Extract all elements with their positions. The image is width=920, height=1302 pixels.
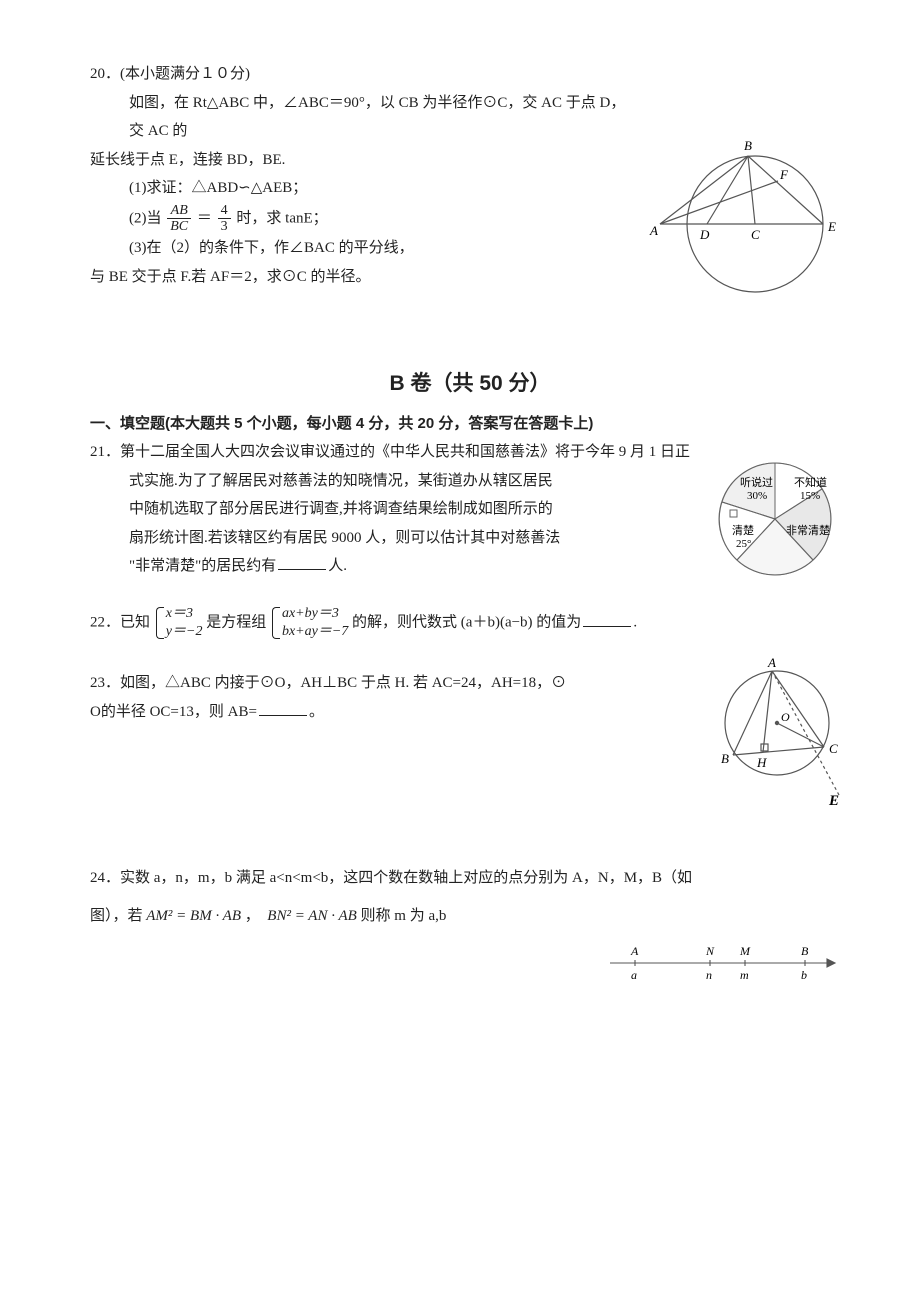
question-21: 听说过 30% 不知道 15% 非常清楚 清楚 25° 21．第十二届全国人大四…: [90, 438, 850, 595]
q20-points: (本小题满分１０分): [120, 66, 250, 82]
q20-intro-1: 如图，在 Rt△ABC 中，∠ABC＝90°，以 CB 为半径作⊙C，交 AC …: [129, 95, 625, 140]
q23-line2-suf: 。: [309, 704, 324, 720]
q20-header: 20．(本小题满分１０分): [90, 60, 850, 89]
q24-line1-wrap: 24．实数 a，n，m，b 满足 a<n<m<b，这四个数在数轴上对应的点分别为…: [90, 864, 850, 893]
q24-line2-suf: 则称 m 为 a,b: [361, 908, 447, 924]
number-line-icon: A N M B a n m b: [600, 937, 850, 987]
label-B: B: [721, 751, 729, 766]
q23-figure: A O B H C E: [705, 655, 850, 826]
blank-input[interactable]: [583, 611, 631, 627]
q23-line1: 如图，△ABC 内接于⊙O，AH⊥BC 于点 H. 若 AC=24，AH=18，…: [120, 675, 566, 691]
q21-line5-suf: 人.: [328, 558, 347, 574]
q24-comma1: ，: [245, 908, 260, 924]
label-A: A: [767, 655, 776, 670]
system-2: ax+by＝3 bx+ay＝−7: [270, 605, 348, 641]
question-22: 22．已知 x＝3 y＝−2 是方程组 ax+by＝3 bx+ay＝−7 的解，…: [90, 605, 850, 641]
q22-pre: 已知: [120, 615, 150, 631]
eq-sign: ＝: [197, 210, 212, 226]
frac-num: 4: [218, 203, 231, 219]
q24-line2: 图），若 AM² = BM · AB ， BN² = AN · AB 则称 m …: [90, 902, 850, 931]
label-O: O: [781, 710, 790, 724]
q22-mid1: 是方程组: [206, 615, 266, 631]
pie-heard-label: 听说过: [740, 475, 773, 489]
sys2-row2: bx+ay＝−7: [282, 623, 348, 641]
pie-clear-deg: 25°: [736, 538, 751, 550]
label-E: E: [827, 219, 836, 234]
q23-line2-pre: O的半径 OC=13，则 AB=: [90, 704, 257, 720]
question-23: A O B H C E 23．如图，△ABC 内接于⊙O，AH⊥BC 于点 H.…: [90, 669, 850, 826]
q22-number: 22．: [90, 615, 120, 631]
q24-eq2: BN² = AN · AB: [267, 908, 357, 924]
section-b-title: B 卷（共 50 分）: [90, 364, 850, 404]
circle-triangle-icon: A O B H C E: [705, 655, 850, 815]
axis-m: m: [740, 968, 749, 982]
question-24: 24．实数 a，n，m，b 满足 a<n<m<b，这四个数在数轴上对应的点分别为…: [90, 864, 850, 998]
axis-B: B: [801, 944, 809, 958]
axis-b: b: [801, 968, 807, 982]
pie-unknown-pct: 15%: [800, 490, 820, 502]
pie-unknown-label: 不知道: [794, 475, 827, 489]
label-D: D: [699, 227, 710, 242]
axis-a: a: [631, 968, 637, 982]
blank-input[interactable]: [278, 554, 326, 570]
q20-p2-mid: 时，求 tanE；: [236, 210, 327, 226]
question-20: 20．(本小题满分１０分) B F A D C E 如图，在 Rt△ABC 中，…: [90, 60, 850, 304]
label-H: H: [756, 755, 767, 770]
q20-intro-2: 延长线于点 E，连接 BD，BE.: [90, 152, 285, 168]
q22-suf: .: [633, 615, 637, 631]
label-E: E: [828, 793, 839, 809]
axis-M: M: [739, 944, 751, 958]
q20-p2-pre: (2)当: [129, 210, 162, 226]
system-1: x＝3 y＝−2: [154, 605, 203, 641]
q24-number: 24．: [90, 870, 120, 886]
frac-4-3: 4 3: [218, 203, 231, 235]
frac-den: 3: [218, 219, 231, 234]
q21-line1: 第十二届全国人大四次会议审议通过的《中华人民共和国慈善法》将于今年 9 月 1 …: [120, 444, 690, 460]
pie-very-label: 非常清楚: [786, 523, 830, 537]
q24-line2-pre: 图），若: [90, 908, 143, 924]
q21-line5-pre: "非常清楚"的居民约有: [129, 558, 276, 574]
label-A: A: [649, 223, 658, 238]
pie-chart-icon: 听说过 30% 不知道 15% 非常清楚 清楚 25°: [700, 454, 850, 584]
label-C: C: [829, 741, 838, 756]
section-b-heading: 一、填空题(本大题共 5 个小题，每小题 4 分，共 20 分，答案写在答题卡上…: [90, 410, 850, 439]
blank-input[interactable]: [259, 700, 307, 716]
sys1-row1: x＝3: [166, 605, 203, 623]
label-F: F: [779, 167, 789, 182]
q21-number: 21．: [90, 444, 120, 460]
q23-number: 23．: [90, 675, 120, 691]
axis-n: n: [706, 968, 712, 982]
q24-eq1: AM² = BM · AB: [146, 908, 241, 924]
circle-diagram-icon: B F A D C E: [640, 129, 850, 294]
q20-number: 20．: [90, 66, 120, 82]
q24-figure: A N M B a n m b: [600, 937, 850, 998]
pie-heard-pct: 30%: [747, 490, 767, 502]
sys2-row1: ax+by＝3: [282, 605, 348, 623]
q24-line1: 实数 a，n，m，b 满足 a<n<m<b，这四个数在数轴上对应的点分别为 A，…: [120, 870, 692, 886]
pie-clear-label: 清楚: [732, 523, 754, 537]
frac-ab-bc: AB BC: [167, 203, 191, 235]
axis-N: N: [705, 944, 715, 958]
axis-A: A: [630, 944, 639, 958]
frac-num: AB: [167, 203, 191, 219]
q22-mid2: 的解，则代数式 (a＋b)(a−b) 的值为: [352, 615, 581, 631]
label-B: B: [744, 138, 752, 153]
q20-figure: B F A D C E: [640, 129, 850, 305]
sys1-row2: y＝−2: [166, 623, 203, 641]
q21-figure: 听说过 30% 不知道 15% 非常清楚 清楚 25°: [700, 454, 850, 595]
label-C: C: [751, 227, 760, 242]
frac-den: BC: [167, 219, 191, 234]
